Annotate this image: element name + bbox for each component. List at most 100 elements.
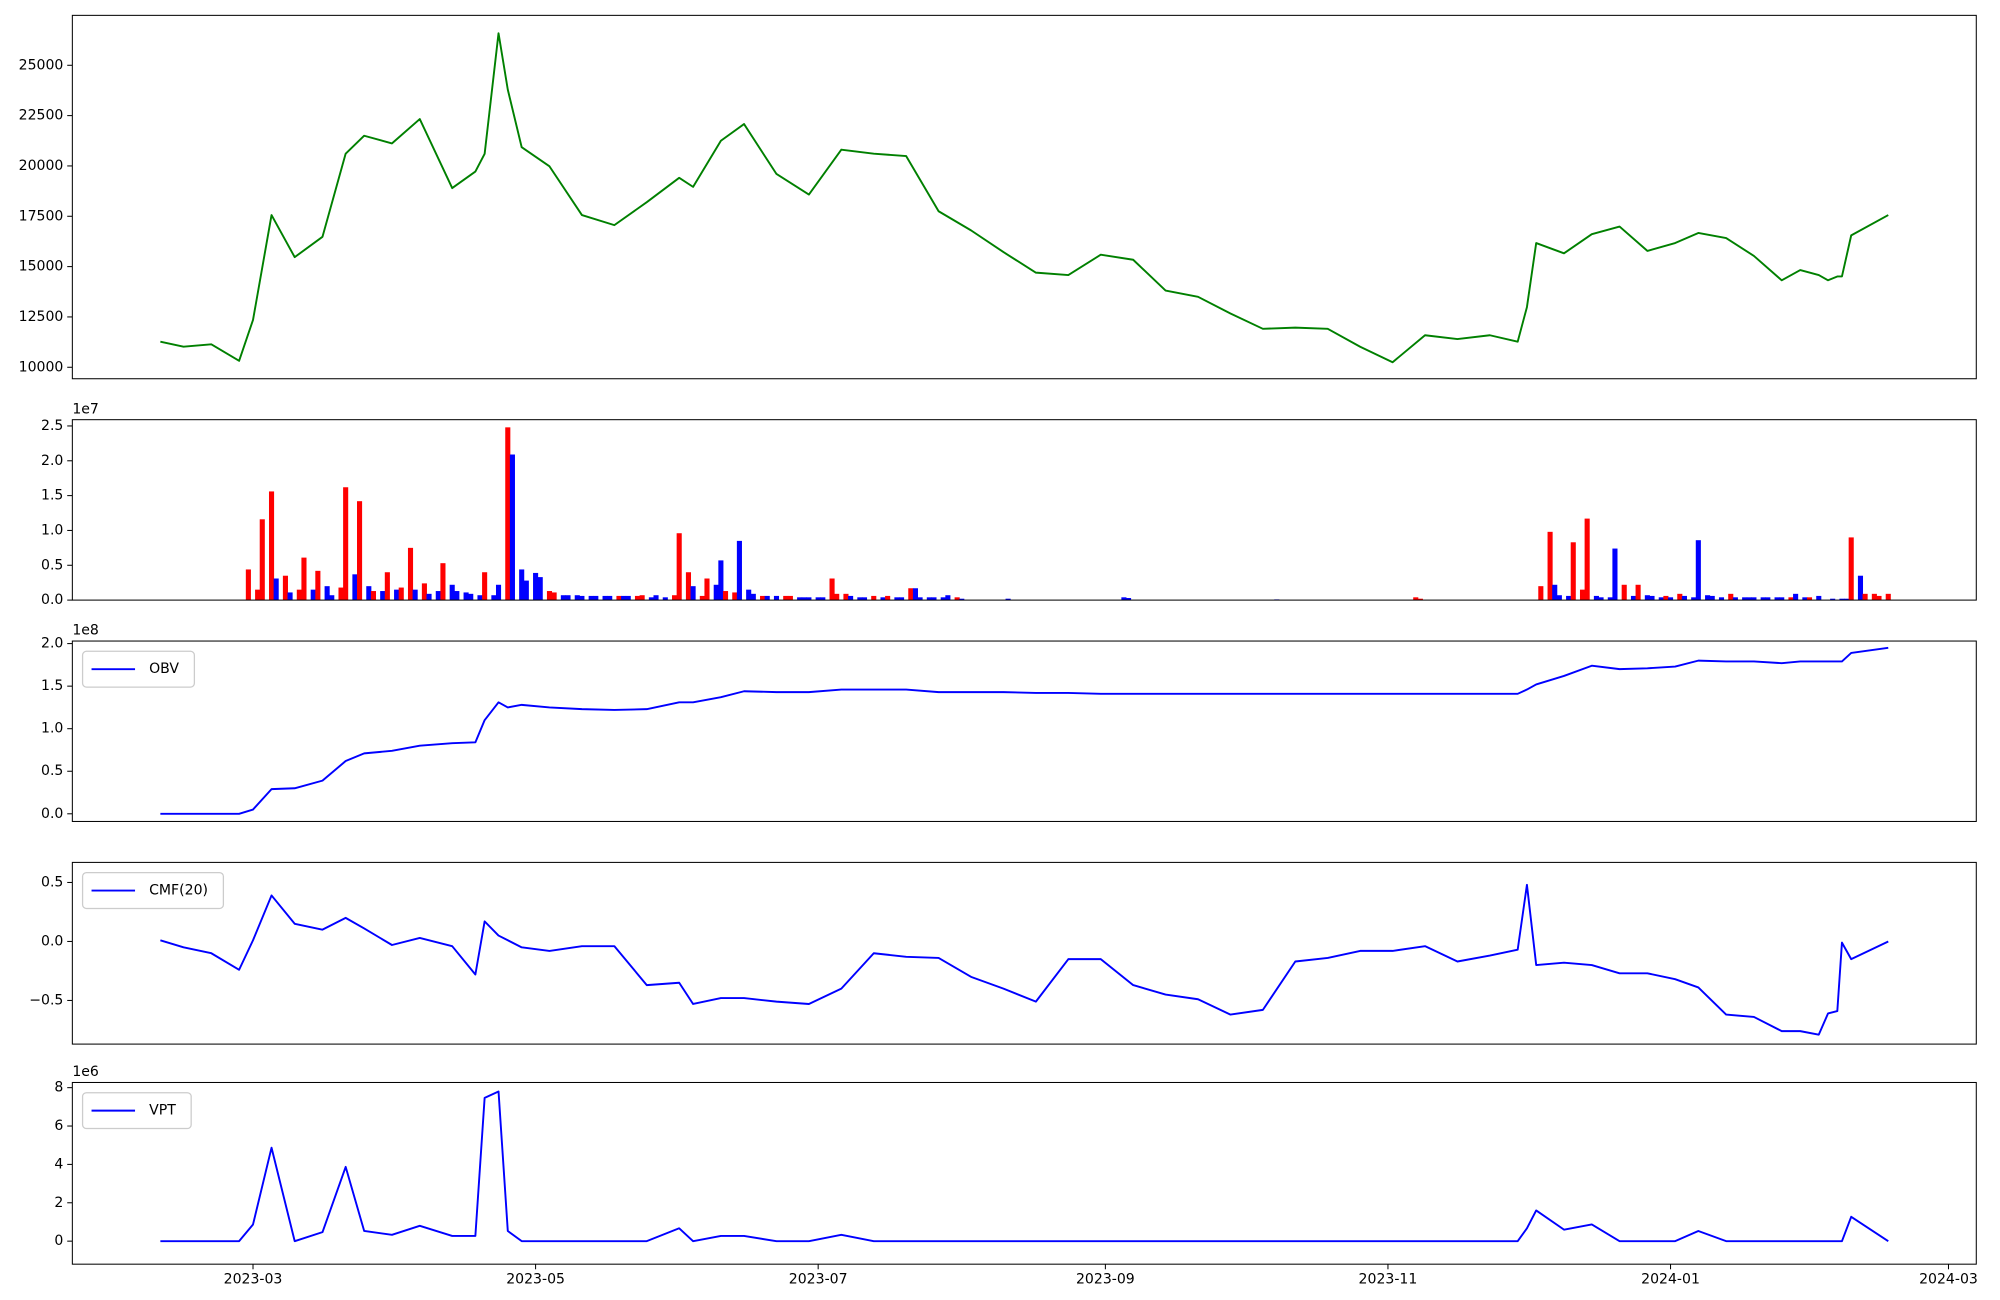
volume-bar xyxy=(704,578,710,601)
x-tick-label: 2023-11 xyxy=(1359,1272,1418,1288)
y-tick-label: 2 xyxy=(54,1195,63,1211)
volume-bar xyxy=(329,595,335,601)
volume-bar xyxy=(1751,597,1757,601)
volume-bar xyxy=(834,593,840,601)
volume-bar xyxy=(829,578,835,601)
volume-bar xyxy=(639,595,645,601)
volume-bar xyxy=(625,595,631,601)
legend: VPT xyxy=(81,1092,192,1130)
volume-bar xyxy=(301,557,307,601)
volume-bar xyxy=(820,597,826,601)
volume-bar xyxy=(412,589,418,601)
volume-bar xyxy=(1593,595,1599,601)
y-tick-label: 22500 xyxy=(19,108,64,124)
volume-bar xyxy=(1695,540,1701,601)
volume-bar xyxy=(1746,597,1752,601)
volume-bar xyxy=(1830,598,1836,601)
volume-bar xyxy=(713,584,719,601)
volume-bar xyxy=(519,569,525,601)
y-tick-label: 12500 xyxy=(19,309,64,325)
volume-bar xyxy=(454,591,460,601)
volume-bar xyxy=(908,588,914,601)
volume-bar xyxy=(672,595,678,601)
volume-bar xyxy=(338,587,344,601)
volume-bar xyxy=(449,584,455,601)
volume-bar xyxy=(634,595,641,601)
volume-bar xyxy=(380,591,386,601)
y-tick-label: 0.0 xyxy=(41,592,63,608)
legend-box xyxy=(81,650,196,688)
legend-label: VPT xyxy=(149,1103,176,1119)
y-tick-label: 8 xyxy=(54,1080,63,1096)
volume-bar xyxy=(255,589,261,601)
plot-area xyxy=(160,32,1889,364)
y-tick-label: 25000 xyxy=(19,57,64,73)
volume-bar xyxy=(783,595,789,601)
volume-bar xyxy=(398,587,404,601)
volume-bar xyxy=(366,586,372,601)
volume-bar xyxy=(1681,595,1687,601)
axes-frame xyxy=(71,861,1977,1045)
y-tick-label: 2.0 xyxy=(41,453,63,469)
volume-bar xyxy=(1413,597,1419,601)
volume-bar xyxy=(509,454,515,601)
volume-bar xyxy=(690,586,696,601)
volume-bar xyxy=(760,595,766,601)
volume-bar xyxy=(926,597,932,601)
x-tick-label: 2023-09 xyxy=(1076,1272,1135,1288)
subplot: −0.5 0.0 0.5 CMF(20) xyxy=(29,861,1977,1045)
y-offset-label: 1e7 xyxy=(72,401,99,417)
y-offset-label: 1e6 xyxy=(72,1064,99,1080)
volume-bar xyxy=(959,598,965,601)
volume-bar xyxy=(1663,595,1669,601)
volume-bar xyxy=(1876,595,1882,601)
volume-bar xyxy=(1848,537,1854,601)
volume-bar xyxy=(607,595,613,601)
y-tick-label: 17500 xyxy=(19,208,64,224)
volume-bar xyxy=(1788,597,1794,601)
y-tick-label: 15000 xyxy=(19,259,64,275)
y-tick-label: 6 xyxy=(54,1118,63,1134)
volume-bar xyxy=(801,597,807,601)
volume-bar xyxy=(699,595,705,601)
volume-bar xyxy=(523,580,529,601)
volume-bar xyxy=(1644,595,1650,601)
volume-bar xyxy=(287,592,293,601)
x-tick-label: 2023-05 xyxy=(506,1272,565,1288)
volume-bar xyxy=(899,597,905,601)
y-tick-label: 20000 xyxy=(19,158,64,174)
volume-bar xyxy=(574,595,580,601)
volume-bar xyxy=(1005,598,1011,601)
volume-bar xyxy=(940,597,946,601)
y-tick-label: 1.0 xyxy=(41,522,63,538)
volume-bar xyxy=(1816,595,1822,601)
legend-label: OBV xyxy=(149,661,179,677)
volume-bar xyxy=(1718,597,1725,601)
y-tick-label: 4 xyxy=(54,1156,63,1172)
volume-bar xyxy=(602,595,608,601)
volume-bar xyxy=(560,595,566,601)
volume-bar xyxy=(931,597,937,601)
volume-bar xyxy=(282,575,288,601)
volume-bar xyxy=(1598,597,1604,601)
volume-bar xyxy=(1691,597,1697,601)
price-line xyxy=(160,32,1889,364)
volume-bar xyxy=(1839,598,1845,601)
y-tick-label: 0.5 xyxy=(41,874,63,890)
volume-bar xyxy=(435,591,441,601)
x-tick-label: 2024-03 xyxy=(1919,1272,1978,1288)
volume-bar xyxy=(648,597,654,601)
volume-bar xyxy=(662,597,668,601)
volume-bar xyxy=(468,593,474,601)
volume-bar xyxy=(1630,595,1637,601)
volume-bar xyxy=(588,595,594,601)
volume-bar xyxy=(1885,593,1891,601)
volume-bar xyxy=(1556,595,1562,601)
volume-bar xyxy=(787,595,793,601)
volume-bar xyxy=(746,589,752,601)
series-line xyxy=(160,1090,1889,1243)
volume-bar xyxy=(764,595,770,601)
volume-bar xyxy=(797,597,803,601)
volume-bar xyxy=(616,595,622,601)
volume-bar xyxy=(685,572,692,601)
